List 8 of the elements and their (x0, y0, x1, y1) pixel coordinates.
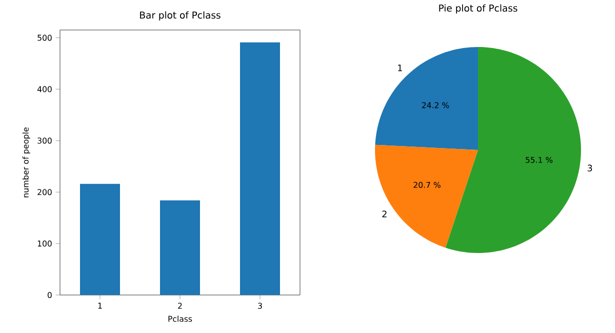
bar (160, 200, 200, 295)
slice-label: 1 (398, 64, 402, 72)
chart-title: Pie plot of Pclass (439, 4, 518, 14)
slice-label: 3 (588, 164, 592, 172)
slice-label: 2 (382, 210, 386, 218)
chart-title: Bar plot of Pclass (140, 11, 220, 20)
bar (80, 184, 120, 295)
bar (240, 42, 280, 295)
